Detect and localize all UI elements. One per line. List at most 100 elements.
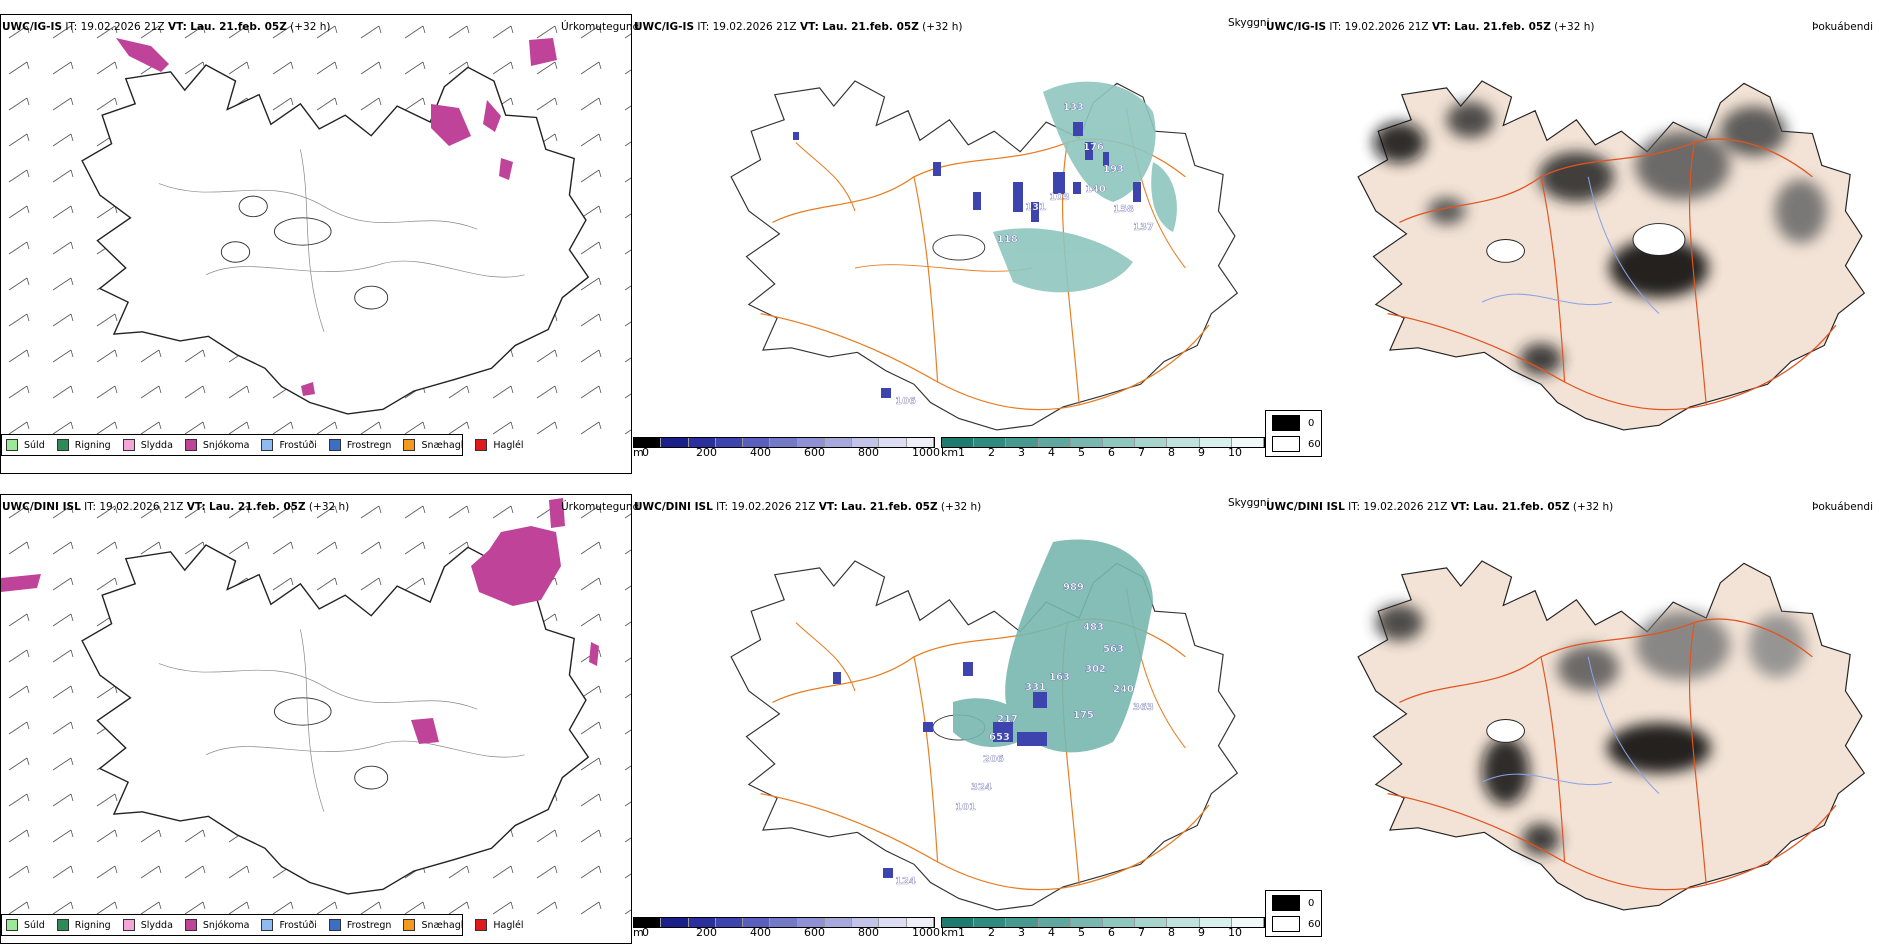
colorbar-segment (852, 918, 880, 927)
visibility-panel-top: m 0 200 400 600 800 1000 km 1 2 3 4 5 6 7 8 9 10 (633, 14, 1265, 474)
colorbar-segment (974, 918, 1007, 927)
legend-swatch (122, 919, 135, 931)
ceiling-value-label: 217 (997, 714, 1018, 725)
colorbar-segment (634, 918, 662, 927)
map-frame (0, 494, 632, 944)
ceiling-unit: m (633, 926, 644, 939)
colorbar-tick: 10 (1228, 446, 1242, 459)
vis-type-label-bottom: Skyggni (1228, 497, 1270, 509)
ceiling-value-label: 131 (1025, 202, 1046, 213)
legend-item: Rigning (56, 439, 111, 451)
colorbar-segment (770, 918, 798, 927)
ceiling-value-label: 302 (1085, 664, 1106, 675)
legend-item: Frostúði (261, 919, 317, 931)
colorbar-tick: 9 (1198, 446, 1205, 459)
ceiling-value-label: 118 (997, 234, 1018, 245)
legend-label: Súld (24, 439, 45, 451)
colorbar-tick: 1 (958, 446, 965, 459)
precip-type-label-top: Úrkomutegund (561, 21, 640, 33)
colorbar-segment (1199, 918, 1232, 927)
colorbar-segment (1167, 438, 1200, 447)
colorbar-tick: 1000 (912, 446, 940, 459)
legend-swatch (122, 439, 135, 451)
colorbar-segment (1135, 918, 1168, 927)
legend-item: Snjókoma (184, 919, 250, 931)
ceiling-value-label: 363 (1133, 702, 1154, 713)
vis-title-bottom: UWC/DINI ISL IT: 19.02.2026 21Z VT: Lau.… (634, 501, 982, 513)
legend-label: Snæhagl (421, 439, 464, 451)
legend-label: Snjókoma (202, 439, 250, 451)
colorbar-tick: 5 (1078, 926, 1085, 939)
legend-item: Haglél (475, 919, 524, 931)
legend-swatch (6, 919, 18, 931)
vis-title-top: UWC/IG-IS IT: 19.02.2026 21Z VT: Lau. 21… (634, 21, 963, 33)
legend-item: Súld (6, 439, 45, 451)
colorbar-segment (770, 438, 798, 447)
precip-type-label-bottom: Úrkomutegund (561, 501, 640, 513)
ceiling-ticks-bottom: 0 200 400 600 800 1000 (642, 926, 945, 940)
visibility-colorbar-top (941, 437, 1265, 448)
colorbar-segment (1231, 438, 1265, 447)
legend-swatch (56, 919, 69, 931)
colorbar-tick: 8 (1168, 926, 1175, 939)
colorbar-tick: 8 (1168, 446, 1175, 459)
vis-type-label-top: Skyggni (1228, 17, 1270, 29)
map-frame (0, 14, 632, 474)
legend-item: Snjókoma (184, 439, 250, 451)
colorbar-segment (797, 438, 825, 447)
legend-swatch (328, 439, 341, 451)
ceiling-value-label: 193 (1103, 164, 1124, 175)
colorbar-tick: 0 (642, 926, 649, 939)
ceiling-value-label: 101 (955, 802, 976, 813)
precip-panel-top (0, 14, 632, 474)
legend-label: Frostregn (346, 919, 392, 931)
ceiling-value-label: 175 (1073, 710, 1094, 721)
precip-map (1, 16, 631, 456)
precip-legend-bottom: Súld Rigning Slydda Snjókoma Frostúði Frostre… (1, 914, 524, 936)
sky-swatch (1272, 895, 1300, 911)
ceiling-value-label: 989 (1063, 582, 1084, 593)
colorbar-segment (974, 438, 1007, 447)
sky-label: 60 (1308, 438, 1321, 450)
cloud-type-label-top: Þokuábendi (1812, 21, 1873, 33)
cloud-map (1357, 80, 1865, 431)
colorbar-segment (688, 438, 716, 447)
legend-item: Súld (6, 919, 45, 931)
colorbar-tick: 0 (642, 446, 649, 459)
legend-item: Snæhagl (403, 439, 463, 451)
legend-item: Frostúði (261, 439, 317, 451)
ceiling-colorbar-top (633, 437, 935, 448)
colorbar-tick: 6 (1108, 926, 1115, 939)
colorbar-tick: 3 (1018, 446, 1025, 459)
colorbar-segment (1199, 438, 1232, 447)
legend-label: Snjókoma (202, 919, 250, 931)
colorbar-segment (1006, 438, 1039, 447)
ceiling-value-label: 124 (895, 876, 916, 887)
colorbar-segment (879, 438, 907, 447)
colorbar-tick: 2 (988, 926, 995, 939)
colorbar-segment (743, 918, 771, 927)
legend-label: Súld (24, 919, 45, 931)
visibility-panel-bottom: m 0 200 400 600 800 1000 km 1 2 3 4 5 6 7 8 9 10 (633, 494, 1265, 944)
colorbar-tick: 4 (1048, 446, 1055, 459)
colorbar-tick: 3 (1018, 926, 1025, 939)
colorbar-segment (824, 918, 853, 927)
legend-swatch (6, 439, 18, 451)
ceiling-value-label: 331 (1025, 682, 1046, 693)
colorbar-segment (1070, 438, 1104, 447)
colorbar-tick: 200 (696, 446, 717, 459)
legend-swatch (475, 919, 488, 931)
precip-panel-bottom (0, 494, 632, 944)
sky-swatch (1272, 415, 1300, 431)
colorbar-tick: 600 (804, 446, 825, 459)
colorbar-tick: 400 (750, 446, 771, 459)
colorbar-segment (715, 438, 744, 447)
ceiling-value-label: 206 (983, 754, 1004, 765)
colorbar-segment (1006, 918, 1039, 927)
precip-title-top: UWC/IG-IS IT: 19.02.2026 21Z VT: Lau. 21… (2, 21, 331, 33)
colorbar-tick: 200 (696, 926, 717, 939)
legend-swatch (475, 439, 488, 451)
colorbar-segment (852, 438, 880, 447)
colorbar-segment (824, 438, 853, 447)
legend-swatch (184, 919, 197, 931)
